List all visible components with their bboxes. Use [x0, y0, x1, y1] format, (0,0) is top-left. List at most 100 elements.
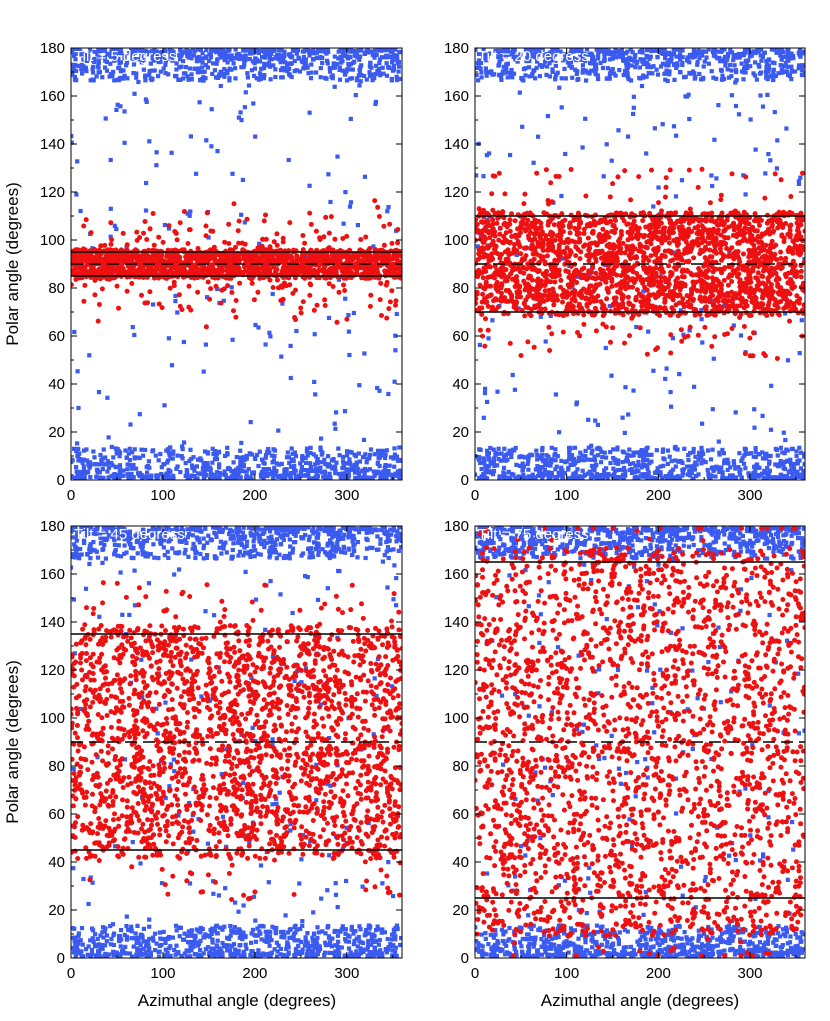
point-blue [179, 454, 184, 459]
point-blue [499, 53, 504, 59]
point-blue [231, 61, 236, 66]
point-blue [523, 48, 528, 52]
point-blue [377, 464, 382, 469]
point-red [332, 236, 338, 242]
point-blue [354, 460, 359, 465]
point-red [678, 327, 684, 333]
point-blue [714, 176, 719, 181]
point-blue [789, 461, 795, 467]
point-red [363, 234, 369, 240]
point-blue [203, 55, 209, 60]
point-red [306, 267, 312, 273]
point-blue [91, 70, 96, 75]
point-blue [347, 352, 352, 358]
point-blue [785, 51, 790, 56]
point-blue [182, 440, 187, 445]
point-blue [680, 460, 685, 465]
point-red [507, 217, 513, 223]
point-blue [575, 77, 580, 82]
point-blue [75, 369, 80, 374]
point-blue [652, 470, 658, 475]
point-blue [75, 472, 80, 477]
point-blue [103, 455, 108, 460]
point-blue [121, 68, 126, 73]
point-blue [378, 475, 383, 480]
point-blue [603, 345, 608, 351]
point-blue [483, 475, 488, 480]
point-blue [314, 55, 320, 61]
point-blue [393, 333, 398, 338]
point-blue [252, 66, 258, 71]
point-red [384, 279, 390, 285]
point-blue [213, 48, 218, 53]
point-red [290, 290, 296, 296]
point-blue [196, 457, 201, 462]
point-blue [73, 63, 78, 68]
point-blue [783, 311, 788, 316]
point-blue [92, 455, 97, 460]
point-blue [616, 461, 621, 466]
point-blue [250, 48, 255, 53]
point-blue [541, 63, 546, 68]
point-blue [512, 387, 517, 392]
point-blue [294, 475, 299, 480]
scatter-points [475, 48, 805, 480]
point-blue [138, 48, 143, 53]
point-blue [71, 49, 74, 54]
point-blue [752, 407, 757, 412]
point-blue [782, 451, 787, 456]
point-blue [561, 58, 566, 63]
point-blue [195, 70, 200, 75]
point-red [260, 236, 266, 242]
point-red [285, 264, 291, 270]
point-blue [124, 245, 129, 250]
point-blue [585, 70, 590, 75]
point-blue [285, 69, 290, 74]
point-blue [608, 450, 613, 455]
point-blue [217, 52, 222, 57]
point-blue [203, 342, 208, 347]
point-blue [274, 469, 279, 474]
point-blue [238, 455, 243, 460]
point-blue [90, 67, 95, 72]
point-blue [802, 462, 805, 467]
point-blue [613, 460, 618, 465]
point-blue [651, 368, 656, 373]
point-blue [184, 48, 189, 52]
point-blue [247, 56, 252, 62]
point-red [322, 254, 328, 260]
point-blue [398, 458, 402, 463]
point-blue [790, 446, 795, 452]
point-blue [81, 57, 86, 62]
point-blue [137, 470, 142, 476]
point-red [328, 214, 334, 220]
point-blue [751, 470, 756, 475]
point-blue [312, 332, 317, 337]
point-red [496, 237, 502, 243]
point-blue [546, 470, 551, 475]
point-blue [760, 450, 765, 455]
point-blue [785, 358, 791, 363]
point-blue [574, 71, 579, 76]
point-blue [332, 421, 337, 426]
point-blue [356, 48, 361, 53]
point-blue [688, 470, 693, 475]
point-blue [152, 48, 157, 53]
point-blue [388, 472, 393, 477]
point-blue [586, 445, 591, 450]
point-blue [711, 356, 716, 361]
point-blue [637, 65, 642, 70]
point-blue [239, 440, 244, 445]
point-blue [326, 315, 332, 320]
point-blue [196, 67, 201, 73]
point-blue [503, 51, 509, 57]
point-blue [212, 473, 217, 478]
point-blue [621, 72, 626, 78]
point-blue [526, 467, 531, 472]
point-blue [101, 447, 106, 452]
point-blue [498, 48, 504, 54]
point-blue [327, 471, 332, 476]
point-blue [373, 99, 379, 104]
point-blue [594, 463, 599, 468]
point-blue [778, 63, 783, 68]
